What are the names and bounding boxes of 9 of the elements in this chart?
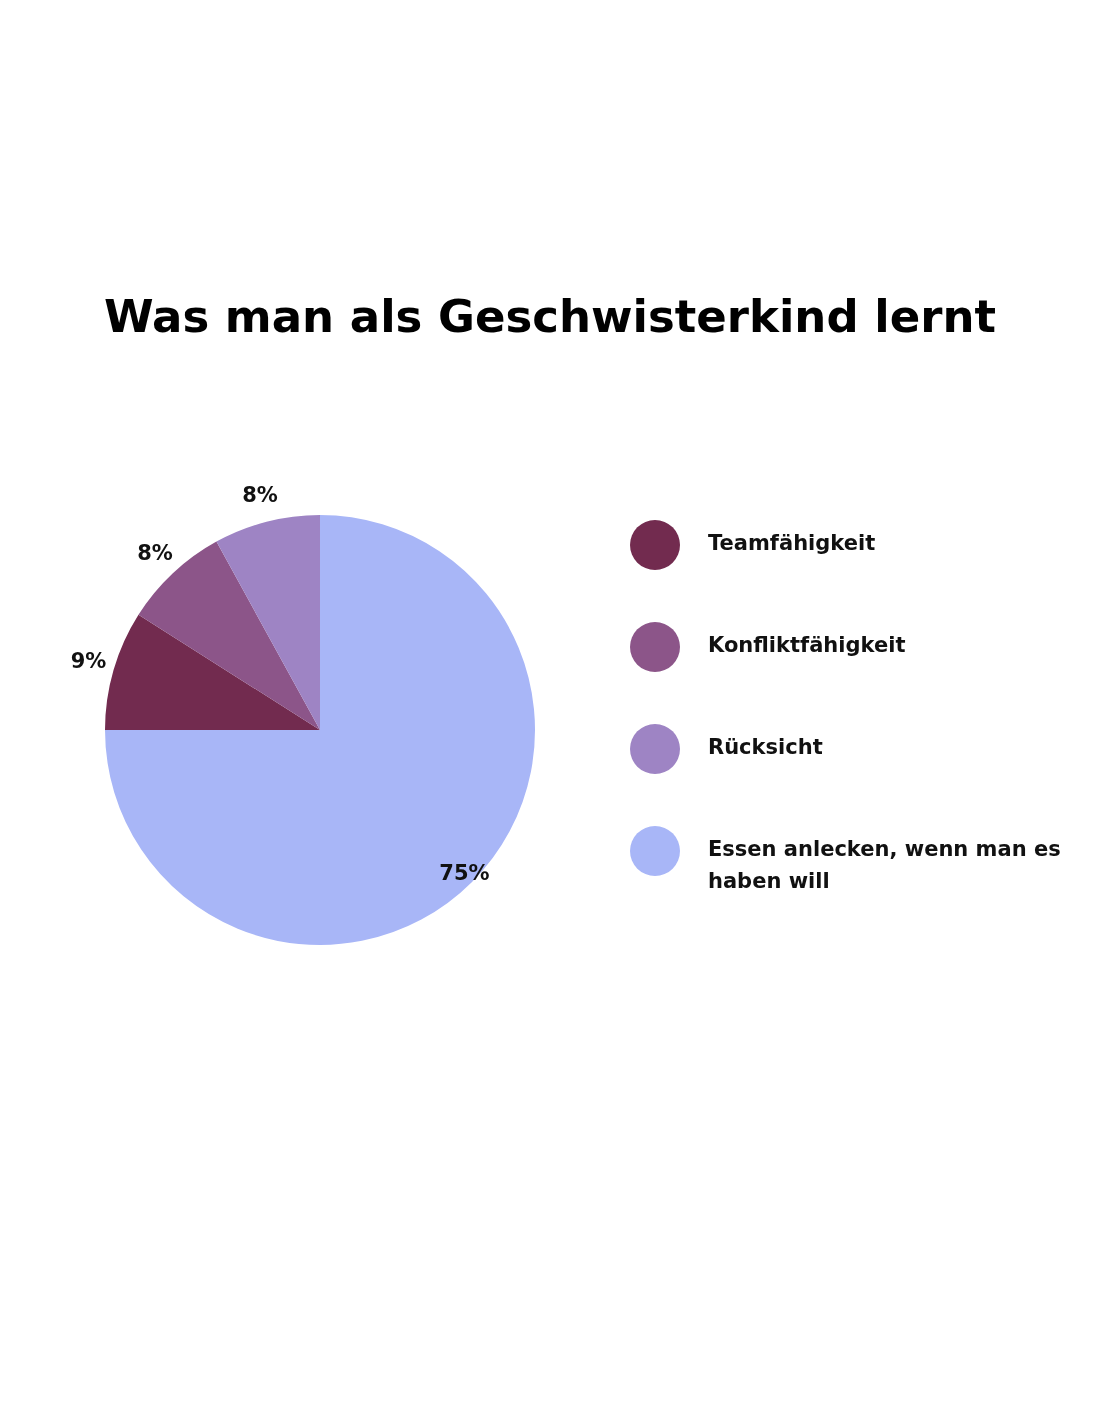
data-label: 8% xyxy=(137,540,173,565)
data-label: 75% xyxy=(439,860,490,885)
legend-label: Rücksicht xyxy=(708,734,824,761)
chart-title: Was man als Geschwisterkind lernt xyxy=(103,290,997,343)
data-label: 8% xyxy=(242,483,278,508)
data-label: 9% xyxy=(70,649,107,674)
legend-label: Essen anlecken, wenn man es haben will xyxy=(708,836,1062,895)
legend-label: Konfliktfähigkeit xyxy=(708,632,907,659)
legend-label: Teamfähigkeit xyxy=(708,530,877,557)
